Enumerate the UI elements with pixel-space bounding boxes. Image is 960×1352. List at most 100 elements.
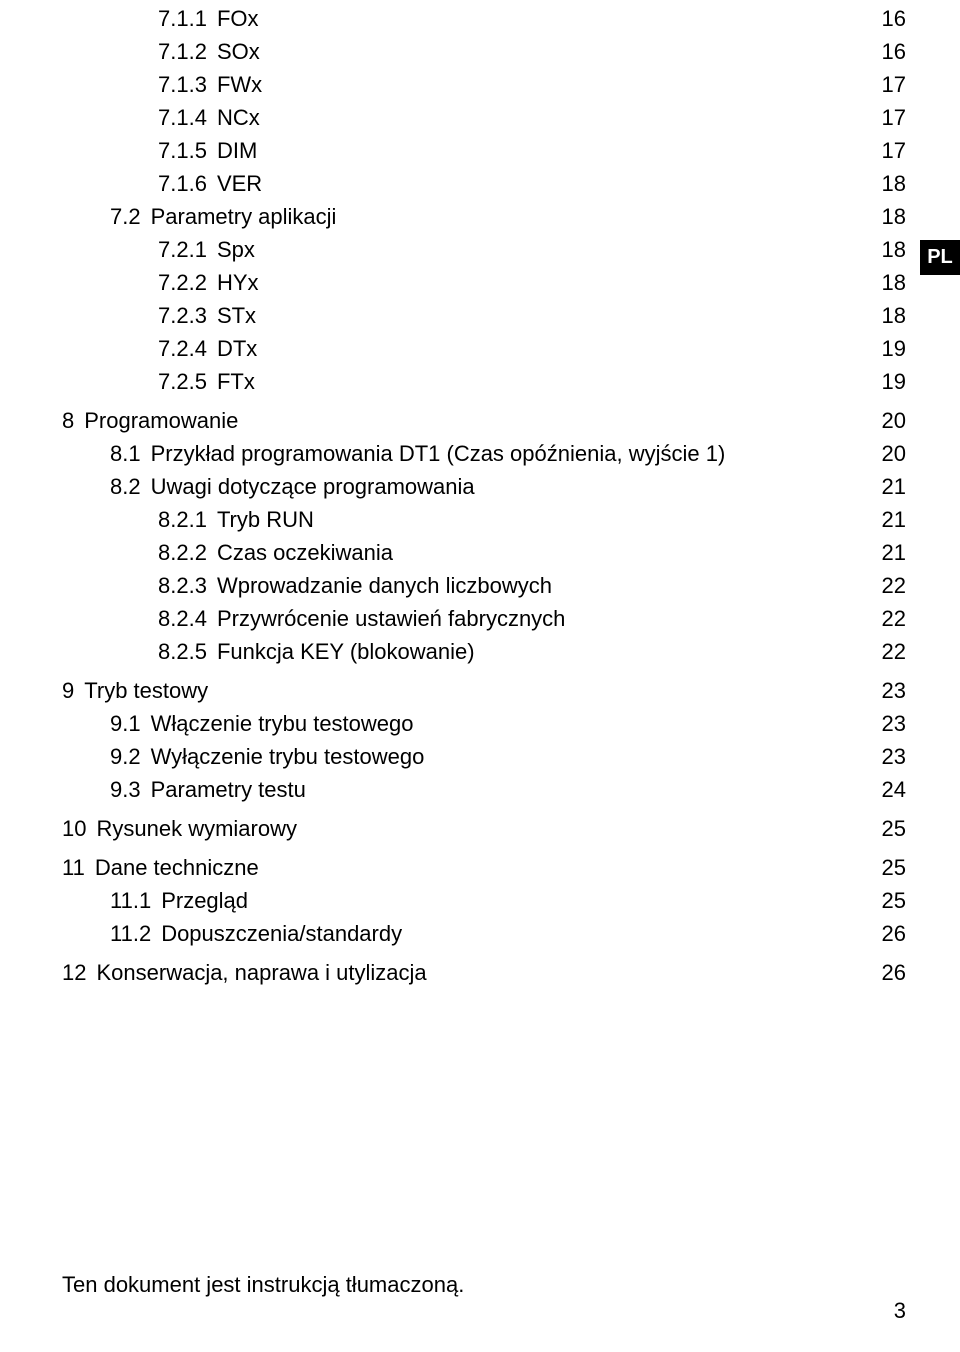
- toc-number: 7.1.3: [158, 74, 207, 96]
- toc-entry: 8 Programowanie 20: [62, 410, 906, 432]
- toc-page: 25: [882, 818, 906, 840]
- toc-title: Parametry aplikacji: [151, 206, 337, 228]
- toc-title: Przywrócenie ustawień fabrycznych: [217, 608, 565, 630]
- toc-number: 8.2.3: [158, 575, 207, 597]
- toc-title: Tryb testowy: [84, 680, 208, 702]
- toc-page: 26: [882, 962, 906, 984]
- toc-number: 7.1.6: [158, 173, 207, 195]
- toc-page: 18: [882, 206, 906, 228]
- toc-page: 17: [882, 74, 906, 96]
- toc-page: 17: [882, 107, 906, 129]
- toc-page: 19: [882, 338, 906, 360]
- toc-number: 8.2.4: [158, 608, 207, 630]
- toc-number: 10: [62, 818, 86, 840]
- toc-title: DTx: [217, 338, 257, 360]
- toc-entry: 8.2.2Czas oczekiwania21: [62, 542, 906, 564]
- toc-page: 19: [882, 371, 906, 393]
- page-number: 3: [894, 1298, 906, 1324]
- toc-entry: 12 Konserwacja, naprawa i utylizacja 26: [62, 962, 906, 984]
- toc-title: Spx: [217, 239, 255, 261]
- toc-entry: 9 Tryb testowy 23: [62, 680, 906, 702]
- toc-page: 21: [882, 542, 906, 564]
- toc-entry: 8.2.1Tryb RUN21: [62, 509, 906, 531]
- toc-title: FTx: [217, 371, 255, 393]
- toc-number: 7.2.4: [158, 338, 207, 360]
- toc-entry: 7.1.2SOx16: [62, 41, 906, 63]
- toc-page: 17: [882, 140, 906, 162]
- toc-entry: 7.1.6VER18: [62, 173, 906, 195]
- toc-number: 7.1.2: [158, 41, 207, 63]
- toc-page: 16: [882, 8, 906, 30]
- toc-page: 18: [882, 239, 906, 261]
- toc-number: 7.1.4: [158, 107, 207, 129]
- toc-page: 22: [882, 608, 906, 630]
- toc-number: 7.2.1: [158, 239, 207, 261]
- language-tab: PL: [920, 240, 960, 275]
- toc-number: 7.2.2: [158, 272, 207, 294]
- toc-title: Programowanie: [84, 410, 238, 432]
- toc-number: 7.1.1: [158, 8, 207, 30]
- toc-page: 18: [882, 272, 906, 294]
- toc-title: FWx: [217, 74, 262, 96]
- toc-entry: 11.1 Przegląd 25: [62, 890, 906, 912]
- toc-number: 8.2.2: [158, 542, 207, 564]
- toc-entry: 8.2.4 Przywrócenie ustawień fabrycznych 22: [62, 608, 906, 630]
- toc-entry: 9.2 Wyłączenie trybu testowego 23: [62, 746, 906, 768]
- toc-page: 16: [882, 41, 906, 63]
- toc-number: 8.1: [110, 443, 141, 465]
- toc-title: Uwagi dotyczące programowania: [151, 476, 475, 498]
- toc-number: 7.1.5: [158, 140, 207, 162]
- toc-title: VER: [217, 173, 262, 195]
- toc-entry: 7.1.1FOx16: [62, 8, 906, 30]
- toc-entry: 7.2.3STx18: [62, 305, 906, 327]
- toc-page: 21: [882, 476, 906, 498]
- toc-entry: 7.2.4 DTx 19: [62, 338, 906, 360]
- toc-number: 8.2.1: [158, 509, 207, 531]
- toc-entry: 11.2Dopuszczenia/standardy26: [62, 923, 906, 945]
- toc-entry: 7.2.5 FTx 19: [62, 371, 906, 393]
- toc-title: Przegląd: [161, 890, 248, 912]
- toc-page: 26: [882, 923, 906, 945]
- toc-number: 9.2: [110, 746, 141, 768]
- toc-title: Funkcja KEY (blokowanie): [217, 641, 475, 663]
- toc-title: Wyłączenie trybu testowego: [151, 746, 425, 768]
- toc-entry: 8.2.5 Funkcja KEY (blokowanie) 22: [62, 641, 906, 663]
- toc-page: 22: [882, 575, 906, 597]
- toc-title: Dane techniczne: [95, 857, 259, 879]
- toc-title: Wprowadzanie danych liczbowych: [217, 575, 552, 597]
- toc-entry: 7.2.2 HYx 18: [62, 272, 906, 294]
- toc-entry: 8.2 Uwagi dotyczące programowania 21: [62, 476, 906, 498]
- toc-title: STx: [217, 305, 256, 327]
- toc-number: 7.2: [110, 206, 141, 228]
- toc-number: 9.3: [110, 779, 141, 801]
- toc-number: 8: [62, 410, 74, 432]
- toc-page: 25: [882, 890, 906, 912]
- toc-page: 22: [882, 641, 906, 663]
- toc-entry: 7.1.5DIM17: [62, 140, 906, 162]
- toc-title: HYx: [217, 272, 259, 294]
- toc-entry: 7.2 Parametry aplikacji 18: [62, 206, 906, 228]
- toc-title: Przykład programowania DT1 (Czas opóźnie…: [151, 443, 726, 465]
- toc-number: 8.2: [110, 476, 141, 498]
- toc-page: 23: [882, 746, 906, 768]
- toc-title: Dopuszczenia/standardy: [161, 923, 402, 945]
- footer-note: Ten dokument jest instrukcją tłumaczoną.: [62, 1272, 464, 1298]
- toc-title: NCx: [217, 107, 260, 129]
- toc-number: 8.2.5: [158, 641, 207, 663]
- toc-title: Włączenie trybu testowego: [151, 713, 414, 735]
- toc-number: 12: [62, 962, 86, 984]
- toc-entry: 8.2.3 Wprowadzanie danych liczbowych 22: [62, 575, 906, 597]
- toc-title: Tryb RUN: [217, 509, 314, 531]
- toc-number: 9: [62, 680, 74, 702]
- toc-title: Konserwacja, naprawa i utylizacja: [96, 962, 426, 984]
- toc-entry: 7.1.4 NCx 17: [62, 107, 906, 129]
- toc-title: Parametry testu: [151, 779, 306, 801]
- toc-number: 11.1: [110, 890, 151, 912]
- toc-number: 7.2.5: [158, 371, 207, 393]
- toc-entry: 11Dane techniczne25: [62, 857, 906, 879]
- toc-container: 7.1.1FOx16 7.1.2SOx16 7.1.3 FWx 17 7.1.4 NCx 17…: [0, 0, 960, 984]
- toc-entry: 9.3Parametry testu24: [62, 779, 906, 801]
- toc-page: 23: [882, 680, 906, 702]
- toc-page: 20: [882, 410, 906, 432]
- toc-entry: 8.1 Przykład programowania DT1 (Czas opóź…: [62, 443, 906, 465]
